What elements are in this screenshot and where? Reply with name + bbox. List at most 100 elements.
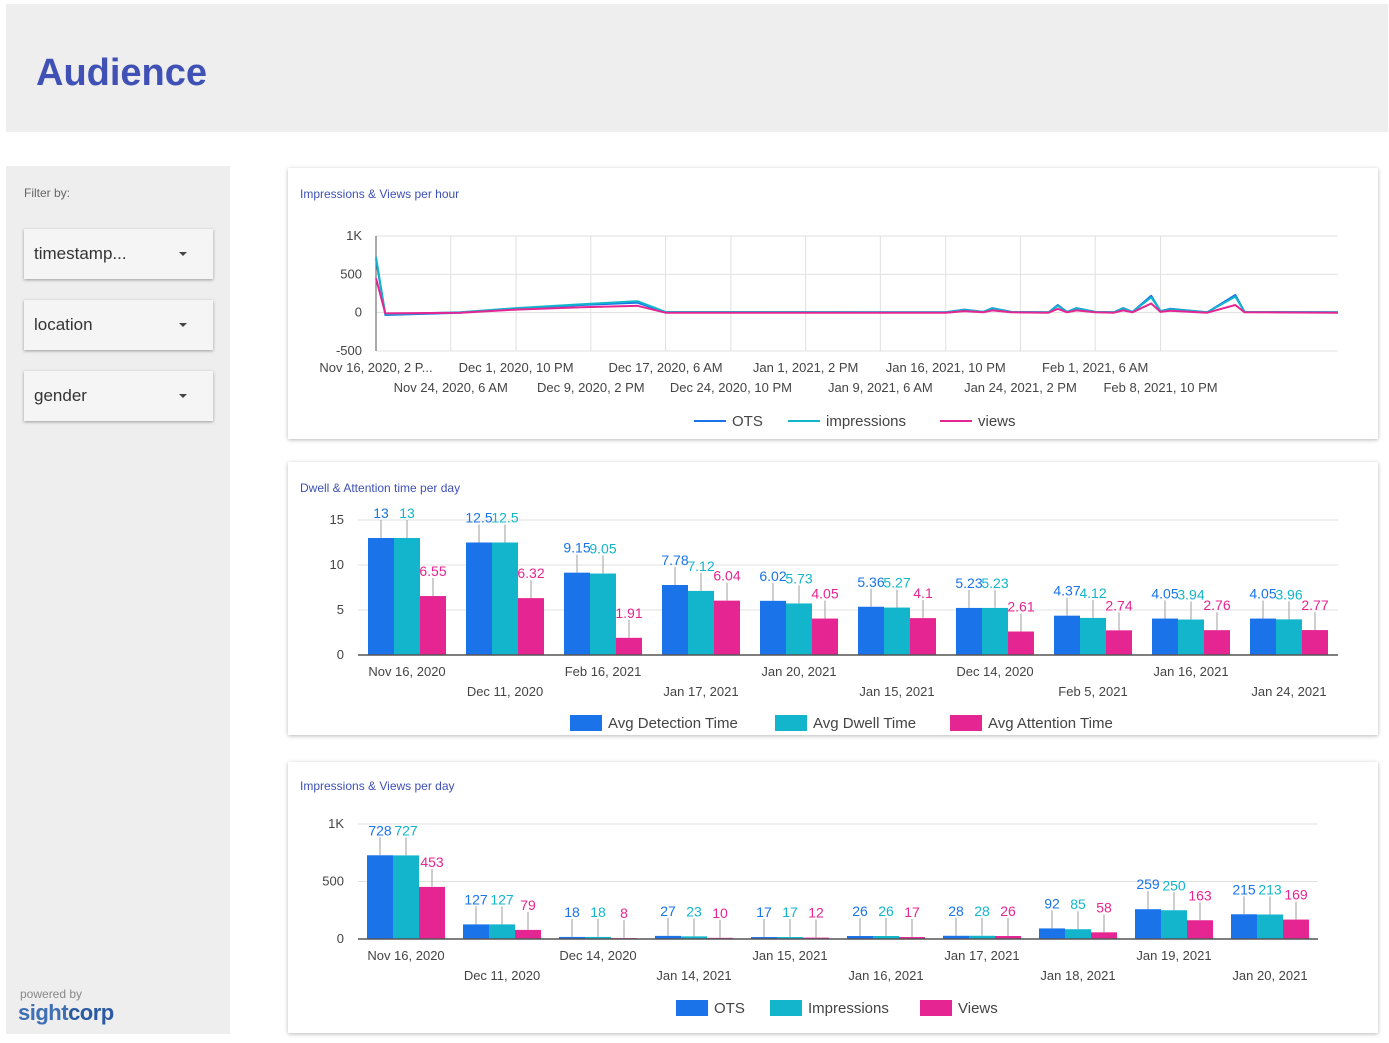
data-label: 259 <box>1136 876 1160 892</box>
legend-label: OTS <box>714 1000 745 1017</box>
legend-swatch <box>920 1000 952 1016</box>
chart-title: Impressions & Views per day <box>300 779 455 793</box>
data-label: 5.27 <box>883 575 910 591</box>
data-label: 9.05 <box>589 541 616 557</box>
x-tick-label: Jan 24, 2021 <box>1251 684 1326 699</box>
y-tick-label: 0 <box>337 647 344 662</box>
dropdown-label: location <box>34 315 93 334</box>
data-label: 5.23 <box>955 575 982 591</box>
x-tick-label: Dec 17, 2020, 6 AM <box>608 360 722 375</box>
bar-ots <box>559 936 585 939</box>
bar-impressions <box>1065 929 1091 939</box>
data-label: 6.04 <box>713 568 740 584</box>
x-tick-label: Nov 16, 2020 <box>367 948 444 963</box>
data-label: 13 <box>373 505 389 521</box>
x-tick-label: Dec 14, 2020 <box>559 948 636 963</box>
bar-avg-attention-time <box>812 618 838 655</box>
bar-avg-detection-time <box>956 607 982 655</box>
page-header: Audience <box>6 4 1388 132</box>
bar-avg-dwell-time <box>786 603 812 655</box>
timestamp-filter-dropdown[interactable]: timestamp... <box>24 229 213 279</box>
data-label: 127 <box>464 891 488 907</box>
gender-filter-dropdown[interactable]: gender <box>24 371 213 421</box>
bar-ots <box>1039 928 1065 939</box>
bar-views <box>995 936 1021 939</box>
x-tick-label: Dec 11, 2020 <box>464 968 540 983</box>
data-label: 17 <box>756 904 772 920</box>
chart-title: Impressions & Views per hour <box>300 187 460 201</box>
bar-avg-detection-time <box>1250 618 1276 655</box>
data-label: 58 <box>1096 899 1112 915</box>
x-tick-label: Feb 5, 2021 <box>1058 684 1127 699</box>
data-label: 92 <box>1044 895 1060 911</box>
data-label: 12 <box>808 905 824 921</box>
bar-impressions <box>1161 910 1187 939</box>
bar-avg-detection-time <box>662 584 688 655</box>
bar-impressions <box>1257 914 1283 939</box>
y-tick-label: 500 <box>340 266 362 281</box>
caret-down-icon <box>179 323 187 327</box>
bar-avg-dwell-time <box>492 542 518 655</box>
dropdown-label: timestamp... <box>34 244 127 263</box>
data-label: 17 <box>782 904 798 920</box>
data-label: 728 <box>368 822 392 838</box>
location-filter-dropdown[interactable]: location <box>24 300 213 350</box>
y-tick-label: 5 <box>337 602 344 617</box>
data-label: 250 <box>1162 877 1186 893</box>
bar-views <box>1283 919 1309 939</box>
x-tick-label: Nov 16, 2020, 2 P... <box>319 360 432 375</box>
x-tick-label: Jan 14, 2021 <box>656 968 731 983</box>
bar-ots <box>1135 909 1161 939</box>
data-label: 7.12 <box>687 558 714 574</box>
bar-avg-dwell-time <box>1178 619 1204 655</box>
series-line-views <box>375 277 1339 315</box>
data-label: 127 <box>490 891 514 907</box>
data-label: 26 <box>852 903 868 919</box>
legend-label: OTS <box>732 413 763 430</box>
dwell-attention-per-day-chart: 15 10 5 0 13 13 6.55 Nov 16, 2020 12.512.5 6.32 De… <box>330 505 1338 732</box>
bar-impressions <box>393 855 419 939</box>
data-label: 453 <box>420 854 444 870</box>
data-label: 4.05 <box>1249 586 1276 602</box>
data-label: 4.05 <box>1151 586 1178 602</box>
data-label: 6.02 <box>759 568 786 584</box>
data-label: 28 <box>974 903 990 919</box>
bar-impressions <box>969 935 995 939</box>
series-line-OTS <box>375 258 1339 316</box>
bar-avg-dwell-time <box>884 607 910 655</box>
x-tick-label: Dec 11, 2020 <box>467 684 543 699</box>
data-label: 26 <box>1000 903 1016 919</box>
bar-avg-detection-time <box>1054 615 1080 655</box>
bar-avg-dwell-time <box>1080 617 1106 655</box>
bar-ots <box>847 936 873 939</box>
logo-text-part2: corp <box>68 1000 114 1025</box>
x-tick-label: Feb 16, 2021 <box>565 664 642 679</box>
x-tick-label: Jan 18, 2021 <box>1040 968 1115 983</box>
bar-avg-detection-time <box>368 538 394 655</box>
legend-swatch <box>950 715 982 731</box>
data-label: 12.5 <box>491 510 518 526</box>
bar-avg-detection-time <box>1152 618 1178 655</box>
x-tick-label: Dec 14, 2020 <box>956 664 1033 679</box>
chart-title: Dwell & Attention time per day <box>300 481 461 495</box>
legend-label: Avg Attention Time <box>988 715 1113 732</box>
legend-label: views <box>978 413 1016 430</box>
data-label: 9.15 <box>563 540 590 556</box>
data-label: 4.12 <box>1079 585 1106 601</box>
data-label: 17 <box>904 904 920 920</box>
x-tick-label: Nov 16, 2020 <box>368 664 445 679</box>
data-label: 85 <box>1070 896 1086 912</box>
x-tick-label: Jan 17, 2021 <box>663 684 738 699</box>
legend-label: Views <box>958 1000 998 1017</box>
data-label: 2.74 <box>1105 597 1132 613</box>
y-tick-label: 0 <box>337 931 344 946</box>
data-label: 5.73 <box>785 570 812 586</box>
x-tick-label: Jan 15, 2021 <box>859 684 934 699</box>
data-label: 13 <box>399 505 415 521</box>
y-tick-label: -500 <box>336 343 362 358</box>
data-label: 6.55 <box>419 563 446 579</box>
data-label: 12.5 <box>465 510 492 526</box>
legend-label: Avg Detection Time <box>608 715 738 732</box>
x-tick-label: Feb 1, 2021, 6 AM <box>1042 360 1148 375</box>
